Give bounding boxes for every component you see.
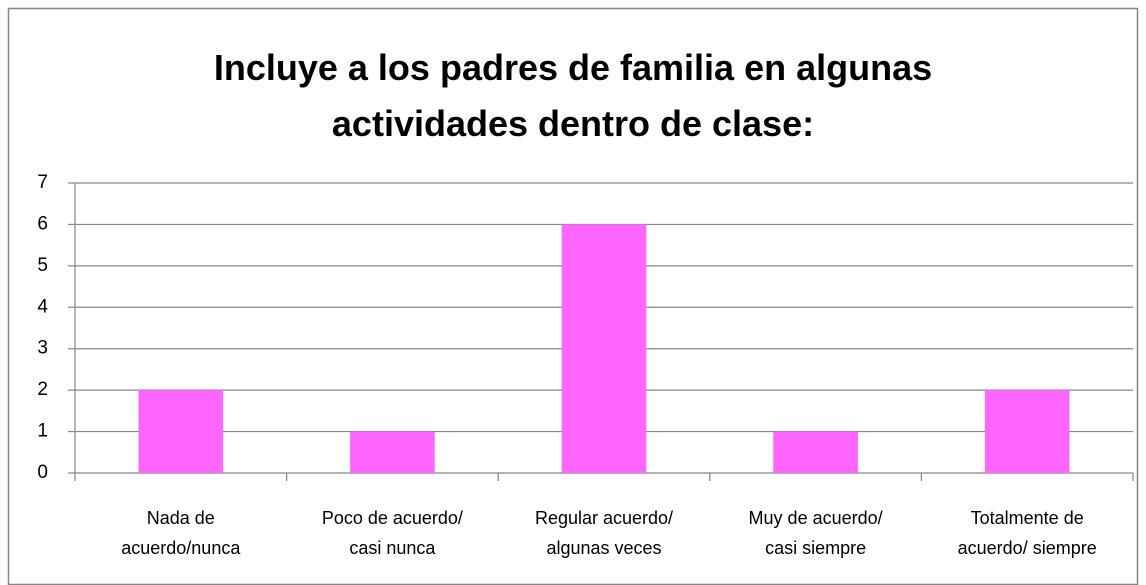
x-tick-label: Nada de acuerdo/nunca — [121, 508, 241, 558]
bar — [350, 431, 435, 473]
x-tick-label: Poco de acuerdo/ casi nunca — [321, 508, 463, 558]
y-tick-label: 5 — [37, 255, 48, 276]
bar — [561, 224, 647, 473]
y-tick-label: 3 — [37, 338, 48, 359]
bar — [138, 390, 224, 473]
y-tick-label: 1 — [37, 421, 48, 442]
x-tick-label: Muy de acuerdo/ casi siempre — [748, 508, 883, 558]
y-tick-label: 4 — [37, 296, 48, 317]
x-tick-label: Regular acuerdo/ algunas veces — [534, 508, 674, 558]
y-tick-label: 0 — [37, 462, 48, 483]
bar — [984, 390, 1070, 473]
y-tick-label: 6 — [37, 213, 48, 234]
chart-title: Incluye a los padres de familia en algun… — [213, 47, 933, 144]
y-tick-label: 7 — [37, 172, 48, 193]
bar — [773, 431, 858, 473]
x-tick-label: Totalmente de acuerdo/ siempre — [957, 508, 1097, 558]
y-tick-label: 2 — [37, 379, 48, 400]
